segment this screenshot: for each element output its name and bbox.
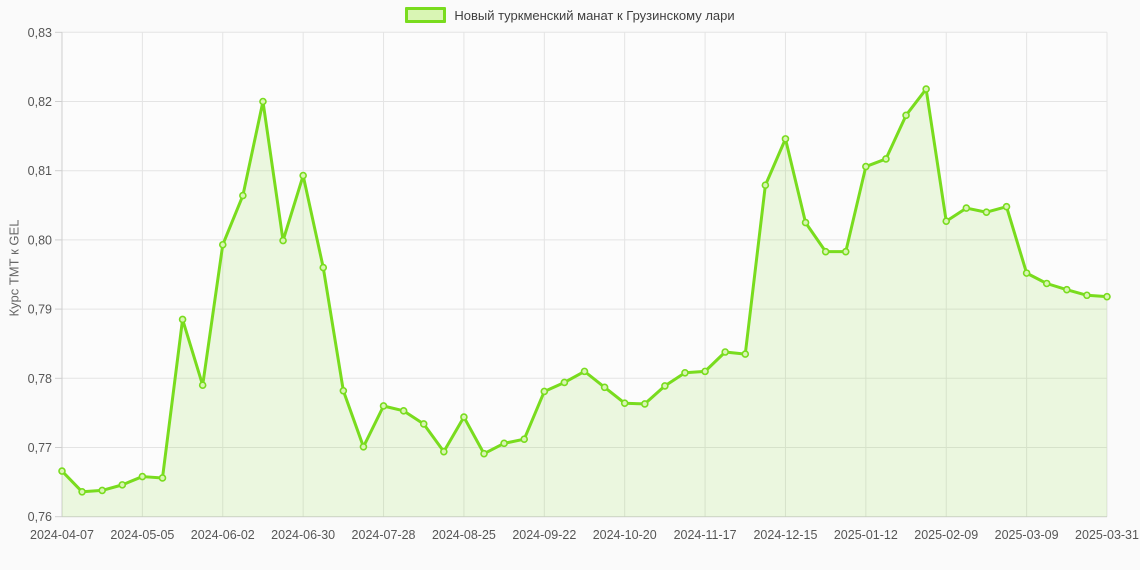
data-point-marker[interactable] <box>178 315 187 324</box>
data-point-marker[interactable] <box>279 236 287 245</box>
x-tick-label: 2024-12-15 <box>753 528 817 542</box>
legend-item[interactable]: Новый туркменский манат к Грузинскому ла… <box>0 7 1140 23</box>
data-point-marker[interactable] <box>600 383 609 392</box>
data-point-marker[interactable] <box>239 191 247 200</box>
data-point-marker[interactable] <box>379 402 388 410</box>
data-point-marker[interactable] <box>841 247 850 256</box>
data-point-marker[interactable] <box>821 247 830 256</box>
x-tick-label: 2024-05-05 <box>110 528 174 542</box>
data-point-marker[interactable] <box>962 204 971 212</box>
data-point-marker[interactable] <box>761 181 770 190</box>
x-tick-label: 2025-03-31 <box>1075 528 1139 542</box>
data-point-marker[interactable] <box>1063 285 1071 294</box>
y-tick-label: 0,81 <box>28 164 52 178</box>
data-point-marker[interactable] <box>259 97 267 106</box>
data-point-marker[interactable] <box>359 443 368 451</box>
data-point-marker[interactable] <box>801 218 810 227</box>
data-point-marker[interactable] <box>882 155 890 163</box>
y-tick-label: 0,78 <box>28 372 52 386</box>
data-point-marker[interactable] <box>540 387 549 396</box>
data-point-marker[interactable] <box>460 413 468 421</box>
x-tick-label: 2025-03-09 <box>995 528 1059 542</box>
data-point-marker[interactable] <box>480 449 488 458</box>
data-point-marker[interactable] <box>520 435 529 443</box>
data-point-marker[interactable] <box>922 85 930 93</box>
y-tick-label: 0,77 <box>28 441 52 455</box>
x-tick-label: 2024-04-07 <box>30 528 94 542</box>
x-tick-label: 2024-11-17 <box>674 528 737 542</box>
data-point-marker[interactable] <box>98 486 106 495</box>
data-point-marker[interactable] <box>399 407 408 415</box>
data-point-marker[interactable] <box>218 240 227 249</box>
x-tick-label: 2024-10-20 <box>593 528 657 542</box>
data-point-marker[interactable] <box>1083 291 1091 300</box>
x-tick-label: 2025-01-12 <box>834 528 898 542</box>
data-point-marker[interactable] <box>721 348 729 356</box>
legend-swatch-icon <box>405 7 447 23</box>
data-point-marker[interactable] <box>138 472 147 481</box>
data-point-marker[interactable] <box>862 162 870 171</box>
data-point-marker[interactable] <box>661 382 669 390</box>
series-area <box>62 89 1107 517</box>
x-tick-label: 2024-07-28 <box>352 528 416 542</box>
x-tick-label: 2024-09-22 <box>512 528 576 542</box>
data-point-marker[interactable] <box>419 420 428 428</box>
y-tick-label: 0,80 <box>28 233 52 247</box>
data-point-marker[interactable] <box>198 381 207 390</box>
data-point-marker[interactable] <box>319 263 328 272</box>
data-point-marker[interactable] <box>741 350 750 358</box>
data-point-marker[interactable] <box>942 217 951 226</box>
y-tick-label: 0,83 <box>28 26 52 40</box>
data-point-marker[interactable] <box>1103 292 1111 301</box>
legend-series-label: Новый туркменский манат к Грузинскому ла… <box>454 7 735 23</box>
plot-background <box>62 32 1107 517</box>
data-point-marker[interactable] <box>58 467 66 475</box>
data-point-marker[interactable] <box>681 368 689 377</box>
data-point-marker[interactable] <box>560 378 569 387</box>
data-point-marker[interactable] <box>620 399 629 408</box>
data-point-marker[interactable] <box>78 487 86 496</box>
data-point-marker[interactable] <box>118 481 127 489</box>
x-tick-label: 2025-02-09 <box>914 528 978 542</box>
data-point-marker[interactable] <box>982 208 991 217</box>
x-tick-label: 2024-06-02 <box>191 528 255 542</box>
data-point-marker[interactable] <box>500 439 508 448</box>
y-tick-label: 0,76 <box>28 510 52 524</box>
data-point-marker[interactable] <box>701 367 709 376</box>
x-tick-label: 2024-08-25 <box>432 528 496 542</box>
data-point-marker[interactable] <box>640 400 649 408</box>
y-tick-label: 0,82 <box>28 95 52 109</box>
data-point-marker[interactable] <box>299 171 307 180</box>
data-point-marker[interactable] <box>781 135 790 143</box>
data-point-marker[interactable] <box>1002 202 1011 211</box>
data-point-marker[interactable] <box>580 367 589 376</box>
y-tick-label: 0,79 <box>28 303 52 317</box>
x-tick-label: 2024-06-30 <box>271 528 335 542</box>
data-point-marker[interactable] <box>1022 269 1031 277</box>
data-point-marker[interactable] <box>440 447 448 456</box>
data-point-marker[interactable] <box>902 111 910 120</box>
data-point-marker[interactable] <box>1042 279 1051 288</box>
data-point-marker[interactable] <box>158 474 167 482</box>
data-point-marker[interactable] <box>339 386 348 395</box>
